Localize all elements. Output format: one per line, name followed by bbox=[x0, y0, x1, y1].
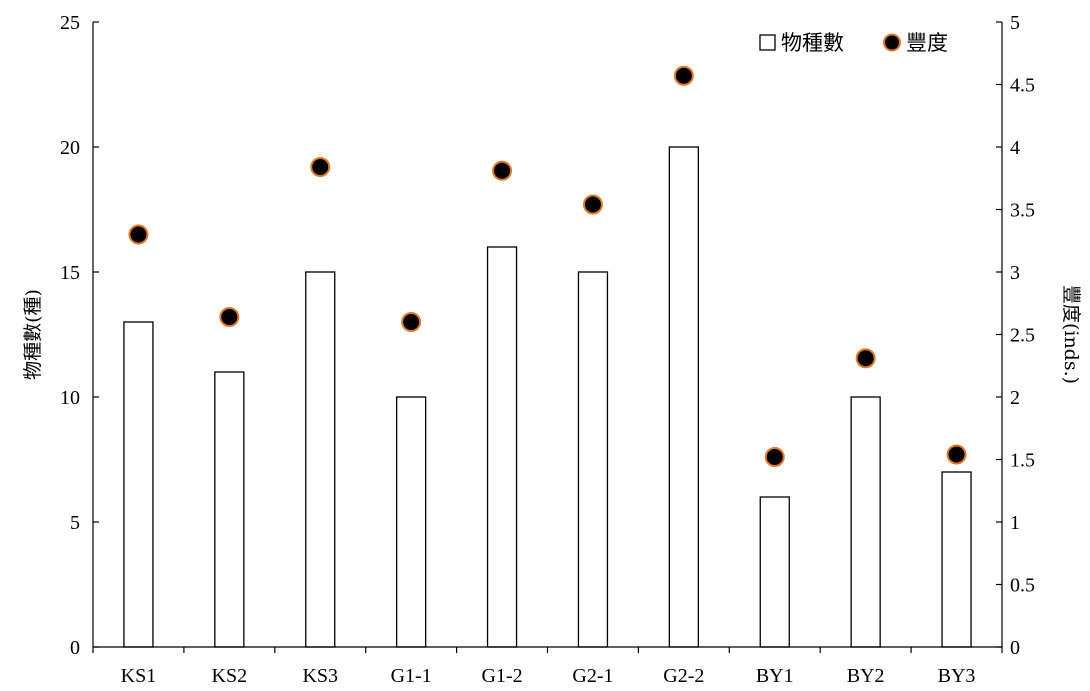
y2-tick-label: 2.5 bbox=[1010, 325, 1035, 347]
y2-tick-label: 4.5 bbox=[1010, 75, 1035, 97]
bar-BY1 bbox=[759, 496, 790, 648]
point-BY2 bbox=[855, 348, 876, 369]
y2-axis-title: 豐度(inds.) bbox=[1060, 285, 1082, 384]
legend-marker-swatch bbox=[883, 33, 901, 52]
point-BY3 bbox=[946, 444, 967, 465]
y2-tick-label: 3.5 bbox=[1010, 200, 1035, 222]
bar-G2-2 bbox=[668, 146, 699, 648]
point-KS2 bbox=[219, 307, 240, 327]
y-tick-label: 10 bbox=[60, 387, 80, 409]
point-KS3 bbox=[310, 157, 331, 177]
point-KS1 bbox=[128, 224, 149, 245]
x-tick-label: KS2 bbox=[212, 665, 248, 687]
x-tick-label: BY1 bbox=[756, 665, 794, 687]
point-G2-1 bbox=[582, 194, 603, 215]
y2-tick-label: 1.5 bbox=[1010, 450, 1035, 472]
bar-KS1 bbox=[123, 321, 154, 648]
legend-marker-label: 豐度 bbox=[906, 31, 948, 55]
ticks: 0 5 10 15 20 25 0 0.5 1 1.5 2 2.5 3 3.5 4 4.5 5 KS1 KS2 KS3… bbox=[60, 12, 1035, 687]
x-tick-label: G1-2 bbox=[481, 665, 522, 687]
y-axis-title: 物種數(種) bbox=[22, 289, 44, 380]
y-tick-label: 25 bbox=[60, 12, 80, 34]
y2-tick-label: 1 bbox=[1010, 512, 1020, 534]
bar-G1-1 bbox=[395, 396, 427, 648]
bar-BY3 bbox=[941, 471, 972, 648]
y2-tick-label: 3 bbox=[1010, 262, 1020, 284]
bar-KS2 bbox=[214, 371, 245, 648]
plot-area bbox=[123, 65, 972, 648]
y-tick-label: 5 bbox=[70, 512, 80, 534]
y2-tick-label: 0 bbox=[1010, 637, 1020, 659]
bar-G1-2 bbox=[486, 246, 518, 648]
x-tick-label: G1-1 bbox=[391, 665, 432, 687]
point-G2-2 bbox=[673, 65, 694, 86]
legend: 物種數 豐度 bbox=[759, 31, 948, 55]
bar-BY2 bbox=[850, 396, 881, 648]
point-BY1 bbox=[764, 447, 785, 467]
legend-bar-swatch bbox=[759, 34, 776, 51]
point-G1-2 bbox=[492, 160, 513, 181]
y2-tick-label: 5 bbox=[1010, 12, 1020, 34]
y-tick-label: 20 bbox=[60, 137, 80, 159]
x-tick-label: BY3 bbox=[938, 665, 976, 687]
x-tick-label: G2-2 bbox=[663, 665, 704, 687]
y2-tick-label: 0.5 bbox=[1010, 575, 1035, 597]
y2-tick-label: 2 bbox=[1010, 387, 1020, 409]
x-tick-label: BY2 bbox=[847, 665, 885, 687]
point-G1-1 bbox=[401, 312, 422, 332]
bar-KS3 bbox=[305, 271, 336, 648]
y-tick-label: 0 bbox=[70, 637, 80, 659]
y-tick-label: 15 bbox=[60, 262, 80, 284]
x-tick-label: KS1 bbox=[121, 665, 157, 687]
x-tick-label: G2-1 bbox=[572, 665, 613, 687]
x-tick-label: KS3 bbox=[302, 665, 338, 687]
y2-tick-label: 4 bbox=[1010, 137, 1020, 159]
bar-G2-1 bbox=[577, 271, 609, 648]
legend-bar-label: 物種數 bbox=[781, 31, 844, 55]
